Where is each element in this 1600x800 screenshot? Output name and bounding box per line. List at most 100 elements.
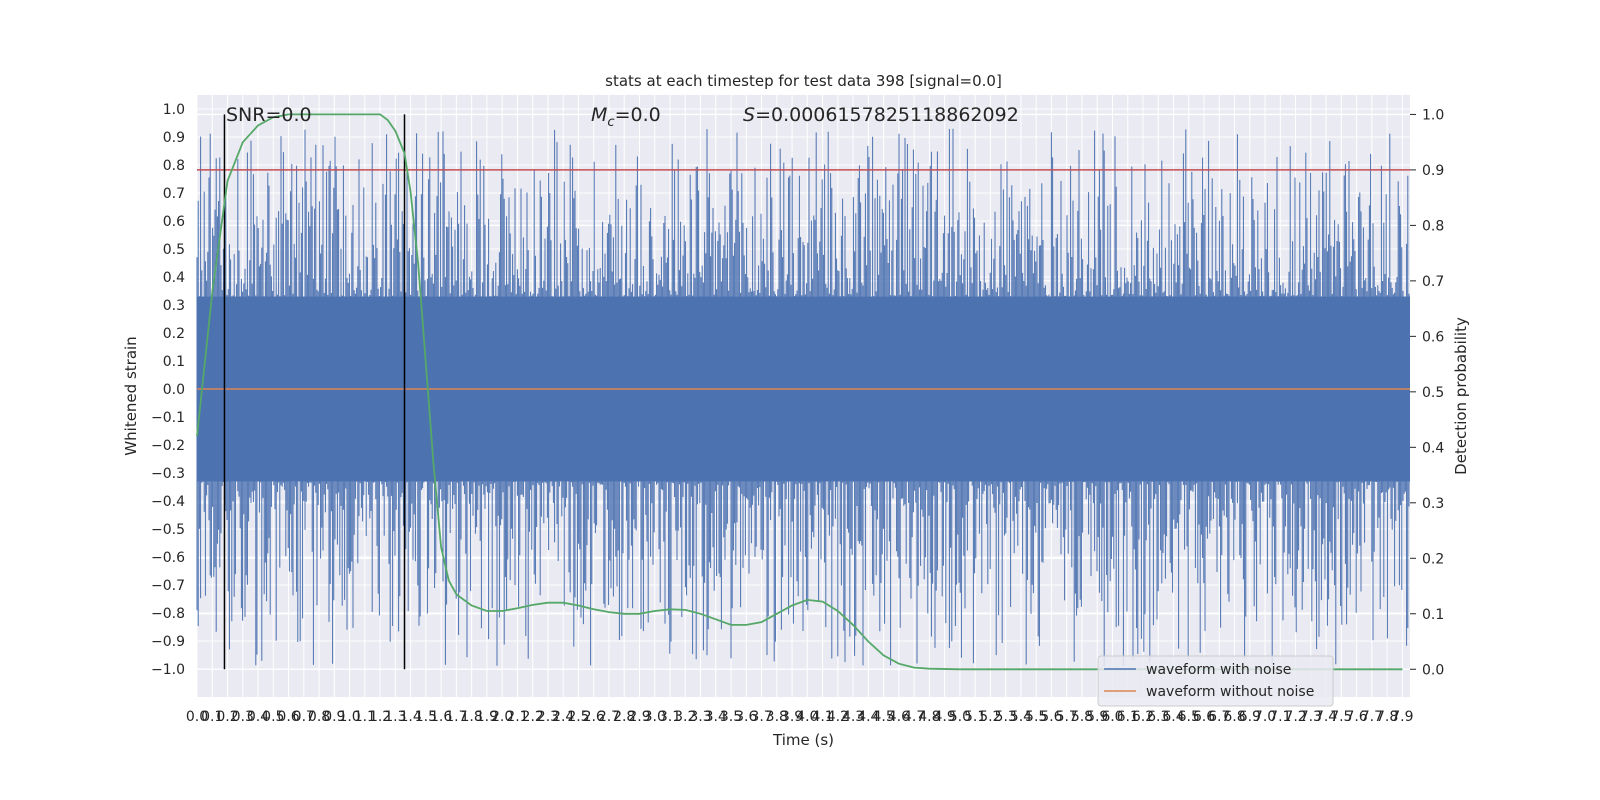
x-tick-label: 3.7 [750, 709, 772, 725]
x-tick-label: 5.3 [995, 709, 1017, 725]
x-tick-label: 6.5 [1178, 709, 1200, 725]
y2-tick-label: 0.5 [1422, 385, 1444, 401]
x-tick-label: 6.4 [1162, 709, 1184, 725]
chirp-mass-annotation: Mc=0.0 [591, 104, 661, 130]
x-tick-label: 3.8 [766, 709, 788, 725]
y-tick-label: −0.3 [151, 466, 185, 482]
x-tick-label: 5.5 [1025, 709, 1047, 725]
x-tick-label: 1.7 [445, 709, 467, 725]
s-symbol: S [743, 104, 755, 126]
x-tick-label: 1.2 [369, 709, 391, 725]
x-tick-label: 2.3 [537, 709, 559, 725]
y-tick-label: −1.0 [151, 662, 185, 678]
x-tick-label: 7.6 [1345, 709, 1367, 725]
x-tick-label: 2.4 [552, 709, 574, 725]
chart-title: stats at each timestep for test data 398… [605, 72, 1002, 90]
s-annotation: S=0.0006157825118862092 [743, 104, 1019, 126]
x-tick-label: 2.5 [567, 709, 589, 725]
y-axis-right-label: Detection probability [1452, 317, 1470, 475]
x-tick-label: 4.3 [842, 709, 864, 725]
y-tick-label: 0.9 [163, 130, 185, 146]
y-tick-label: 0.0 [163, 382, 185, 398]
x-tick-label: 7.7 [1361, 709, 1383, 725]
y-tick-label: 0.4 [163, 270, 185, 286]
y-tick-label: −0.4 [151, 494, 185, 510]
y-tick-label: −0.6 [151, 550, 185, 566]
y2-tick-label: 0.9 [1422, 163, 1444, 179]
x-tick-label: 0.2 [216, 709, 238, 725]
x-axis-label: Time (s) [772, 731, 834, 749]
x-tick-label: 3.6 [735, 709, 757, 725]
x-tick-label: 2.0 [491, 709, 513, 725]
x-tick-label: 0.3 [232, 709, 254, 725]
x-tick-label: 3.9 [781, 709, 803, 725]
y-tick-label: 0.5 [163, 242, 185, 258]
x-tick-label: 7.9 [1391, 709, 1413, 725]
x-tick-label: 6.2 [1132, 709, 1154, 725]
x-tick-label: 0.7 [293, 709, 315, 725]
y2-tick-label: 0.0 [1422, 662, 1444, 678]
x-tick-label: 2.2 [522, 709, 544, 725]
x-tick-label: 3.1 [659, 709, 681, 725]
x-tick-label: 5.7 [1056, 709, 1078, 725]
x-tick-label: 4.7 [903, 709, 925, 725]
x-tick-label: 5.1 [964, 709, 986, 725]
x-tick-label: 3.4 [705, 709, 727, 725]
x-tick-label: 0.4 [247, 709, 269, 725]
x-tick-label: 0.0 [186, 709, 208, 725]
x-tick-label: 0.1 [201, 709, 223, 725]
x-tick-label: 1.5 [415, 709, 437, 725]
x-tick-label: 5.0 [949, 709, 971, 725]
x-tick-label: 7.8 [1376, 709, 1398, 725]
y-tick-label: 0.3 [163, 298, 185, 314]
x-tick-label: 0.9 [323, 709, 345, 725]
x-tick-label: 1.1 [354, 709, 376, 725]
x-tick-label: 7.4 [1315, 709, 1337, 725]
y2-tick-label: 0.2 [1422, 551, 1444, 567]
x-tick-label: 5.8 [1071, 709, 1093, 725]
snr-annotation: SNR=0.0 [226, 104, 312, 126]
legend: waveform with noise waveform without noi… [1097, 655, 1334, 707]
x-tick-label: 4.6 [888, 709, 910, 725]
x-tick-label: 5.4 [1010, 709, 1032, 725]
x-tick-label: 1.3 [384, 709, 406, 725]
x-tick-label: 2.6 [583, 709, 605, 725]
x-tick-label: 6.3 [1147, 709, 1169, 725]
y-tick-label: −0.2 [151, 438, 185, 454]
y-tick-label: 0.7 [163, 186, 185, 202]
y2-tick-label: 0.3 [1422, 496, 1444, 512]
mc-value: =0.0 [615, 104, 661, 126]
y-tick-label: −0.9 [151, 634, 185, 650]
x-tick-label: 5.2 [979, 709, 1001, 725]
series-detection-probability [196, 113, 1403, 671]
x-tick-label: 4.4 [857, 709, 879, 725]
x-tick-label: 7.5 [1330, 709, 1352, 725]
x-tick-label: 6.7 [1208, 709, 1230, 725]
y2-tick-label: 0.6 [1422, 329, 1444, 345]
x-tick-label: 3.5 [720, 709, 742, 725]
x-tick-label: 0.8 [308, 709, 330, 725]
y-tick-label: −0.1 [151, 410, 185, 426]
y2-tick-label: 0.4 [1422, 440, 1444, 456]
x-tick-label: 4.1 [811, 709, 833, 725]
x-tick-label: 4.5 [872, 709, 894, 725]
y-tick-label: 0.1 [163, 354, 185, 370]
legend-label-clean: waveform without noise [1146, 684, 1314, 700]
x-tick-label: 1.9 [476, 709, 498, 725]
y-axis-label: Whitened strain [122, 336, 140, 455]
y-tick-label: 0.6 [163, 214, 185, 230]
y2-tick-label: 0.7 [1422, 274, 1444, 290]
y-tick-label: −0.8 [151, 606, 185, 622]
x-tick-label: 1.8 [461, 709, 483, 725]
y-tick-label: 0.2 [163, 326, 185, 342]
axis-ticks: 0.00.10.20.30.40.50.60.70.80.91.01.11.21… [151, 102, 1444, 725]
x-tick-label: 3.2 [674, 709, 696, 725]
y2-tick-label: 1.0 [1422, 107, 1444, 123]
x-tick-label: 6.6 [1193, 709, 1215, 725]
x-tick-label: 5.6 [1040, 709, 1062, 725]
x-tick-label: 4.9 [934, 709, 956, 725]
legend-label-noise: waveform with noise [1146, 662, 1291, 678]
legend-box [1097, 655, 1334, 707]
mc-subscript: c [607, 115, 614, 130]
